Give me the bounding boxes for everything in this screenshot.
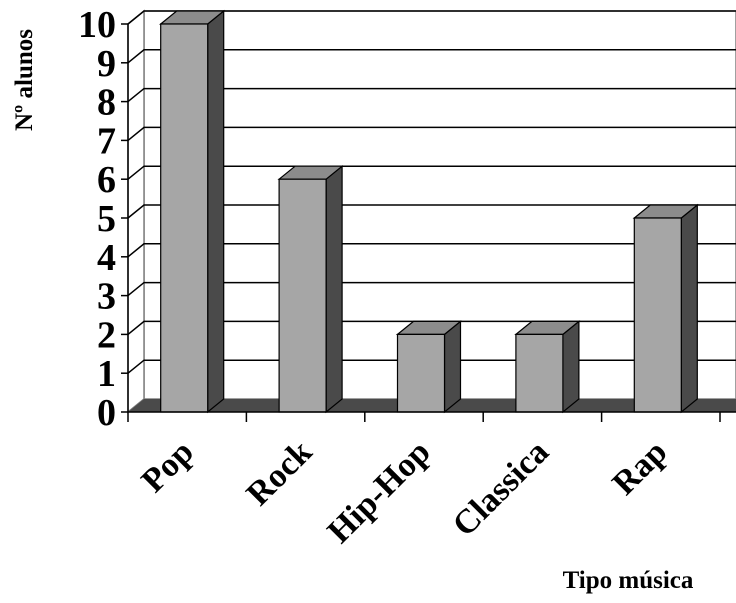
y-tick-label: 9	[97, 43, 116, 85]
y-tick-label: 4	[97, 237, 116, 279]
gridline	[127, 165, 736, 180]
bars	[159, 9, 699, 414]
x-tick-label: Rap	[606, 433, 675, 502]
gridline	[127, 281, 736, 297]
y-tick-label: 5	[97, 198, 116, 240]
x-axis-title: Tipo música	[563, 567, 694, 594]
bar-side	[207, 9, 225, 414]
x-tick-label: Classica	[446, 433, 556, 543]
y-axis-title: Nº alunos	[11, 29, 38, 131]
bar-side	[680, 203, 698, 414]
gridline	[127, 49, 736, 64]
bar-side	[443, 320, 462, 414]
y-tick-label: 3	[97, 276, 116, 318]
x-tick-label: Pop	[135, 433, 201, 499]
x-tick-labels: Pop Rock Hip-Hop Classica Rap	[135, 433, 675, 550]
bar	[515, 333, 564, 413]
gridline	[127, 10, 736, 25]
axes	[121, 23, 736, 422]
x-tick-label: Hip-Hop	[321, 433, 438, 550]
y-tick-label: 1	[97, 353, 116, 395]
y-tick-label: 0	[97, 392, 116, 434]
y-tick-label: 10	[78, 4, 116, 46]
bar-side	[562, 320, 580, 414]
gridline	[127, 87, 736, 103]
bar-side	[325, 164, 343, 414]
bar	[633, 217, 682, 413]
y-tick-label: 8	[97, 82, 116, 124]
bar	[396, 333, 446, 413]
bar	[278, 178, 327, 413]
gridline	[127, 204, 736, 219]
bar	[160, 23, 209, 413]
x-tick-label: Rock	[240, 433, 320, 513]
y-tick-label: 7	[97, 120, 116, 162]
gridlines	[127, 10, 736, 374]
gridline	[127, 243, 736, 258]
y-tick-label: 2	[97, 314, 116, 356]
gridline	[127, 126, 736, 141]
y-tick-label: 6	[97, 159, 116, 201]
